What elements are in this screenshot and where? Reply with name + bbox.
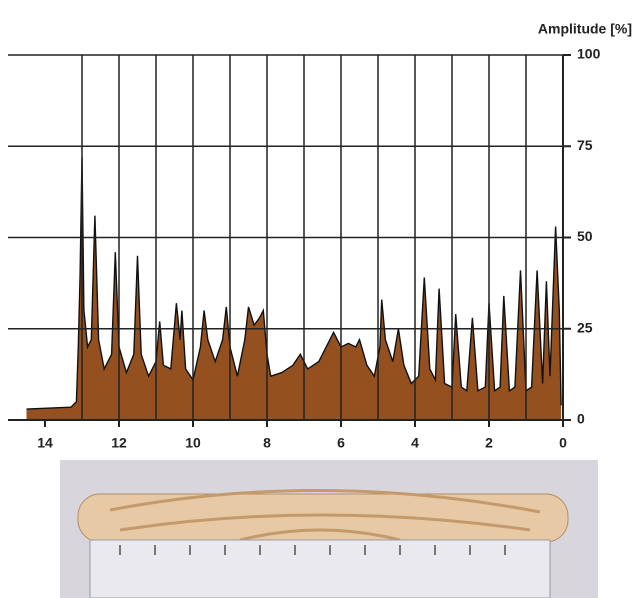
y-axis-label: Amplitude [%] [538,21,632,37]
area [26,157,562,420]
wood-sample [77,493,569,543]
y-tick-label: 25 [577,319,593,335]
ruler [89,539,551,598]
photo [60,460,598,598]
y-tick-label: 50 [577,228,593,244]
x-tick-label: 2 [485,435,493,451]
x-tick-label: 8 [263,435,271,451]
y-tick-label: 75 [577,137,593,153]
x-tick-label: 6 [337,435,345,451]
y-tick-label: 100 [577,46,601,62]
x-tick-label: 12 [111,435,127,451]
x-tick-label: 0 [559,435,567,451]
wood-grain [109,488,541,542]
x-tick-label: 14 [37,435,53,451]
plot-area: 0 25 50 75 100 14 12 10 8 6 4 2 0 [8,46,601,451]
area-outline [26,157,562,410]
x-tick-label: 10 [185,435,201,451]
ruler-ticks [119,545,506,555]
x-tick-label: 4 [411,435,419,451]
y-tick-label: 0 [577,411,585,427]
